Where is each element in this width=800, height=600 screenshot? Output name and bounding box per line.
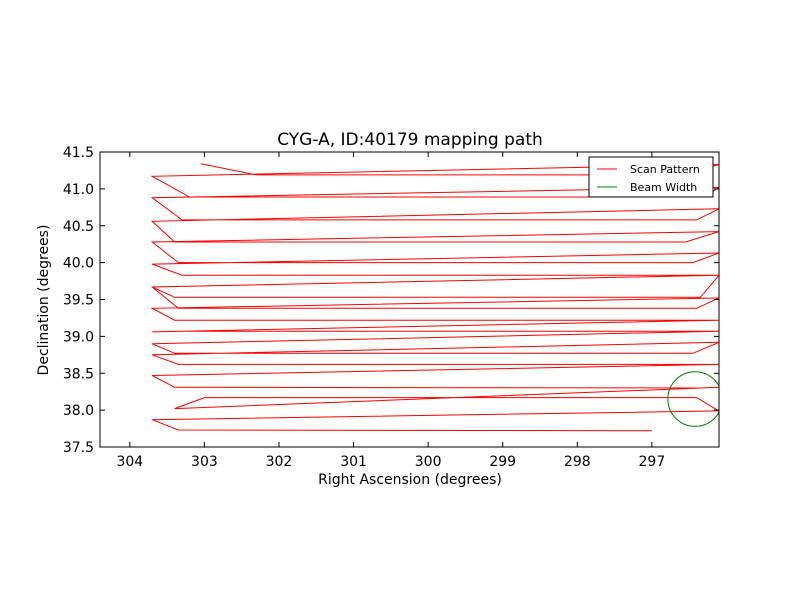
y-tick-label: 40.5 [63, 219, 94, 235]
y-tick-label: 38.5 [63, 366, 94, 382]
legend-box [588, 156, 714, 198]
x-axis-ticks: 304 303 302 301 300 299 298 297 [116, 152, 665, 470]
y-tick-label: 39.0 [63, 329, 94, 345]
x-tick-label: 297 [639, 454, 666, 470]
y-tick-label: 40.0 [63, 256, 94, 272]
scan-pattern-line [150, 163, 719, 432]
plot-content [150, 163, 719, 432]
x-tick-label: 301 [340, 454, 367, 470]
y-axis-label: Declination (degrees) [36, 225, 52, 376]
x-tick-label: 298 [564, 454, 591, 470]
beam-width-circle [667, 371, 719, 427]
legend: Scan Pattern Beam Width [588, 156, 714, 198]
y-tick-label: 41.0 [63, 182, 94, 198]
x-tick-label: 300 [415, 454, 442, 470]
y-tick-label: 41.5 [63, 145, 94, 161]
chart-title: CYG-A, ID:40179 mapping path [277, 130, 543, 150]
y-tick-label: 38.0 [63, 403, 94, 419]
x-tick-label: 299 [489, 454, 516, 470]
y-axis-ticks: 37.5 38.0 38.5 39.0 39.5 40.0 40.5 41.0 41.5 [63, 145, 719, 456]
legend-label-scan-pattern: Scan Pattern [630, 163, 700, 176]
x-axis-label: Right Ascension (degrees) [318, 472, 502, 488]
x-tick-label: 302 [266, 454, 293, 470]
y-tick-label: 39.5 [63, 293, 94, 309]
x-tick-label: 304 [116, 454, 143, 470]
legend-label-beam-width: Beam Width [630, 181, 697, 194]
x-tick-label: 303 [191, 454, 218, 470]
y-tick-label: 37.5 [63, 440, 94, 456]
